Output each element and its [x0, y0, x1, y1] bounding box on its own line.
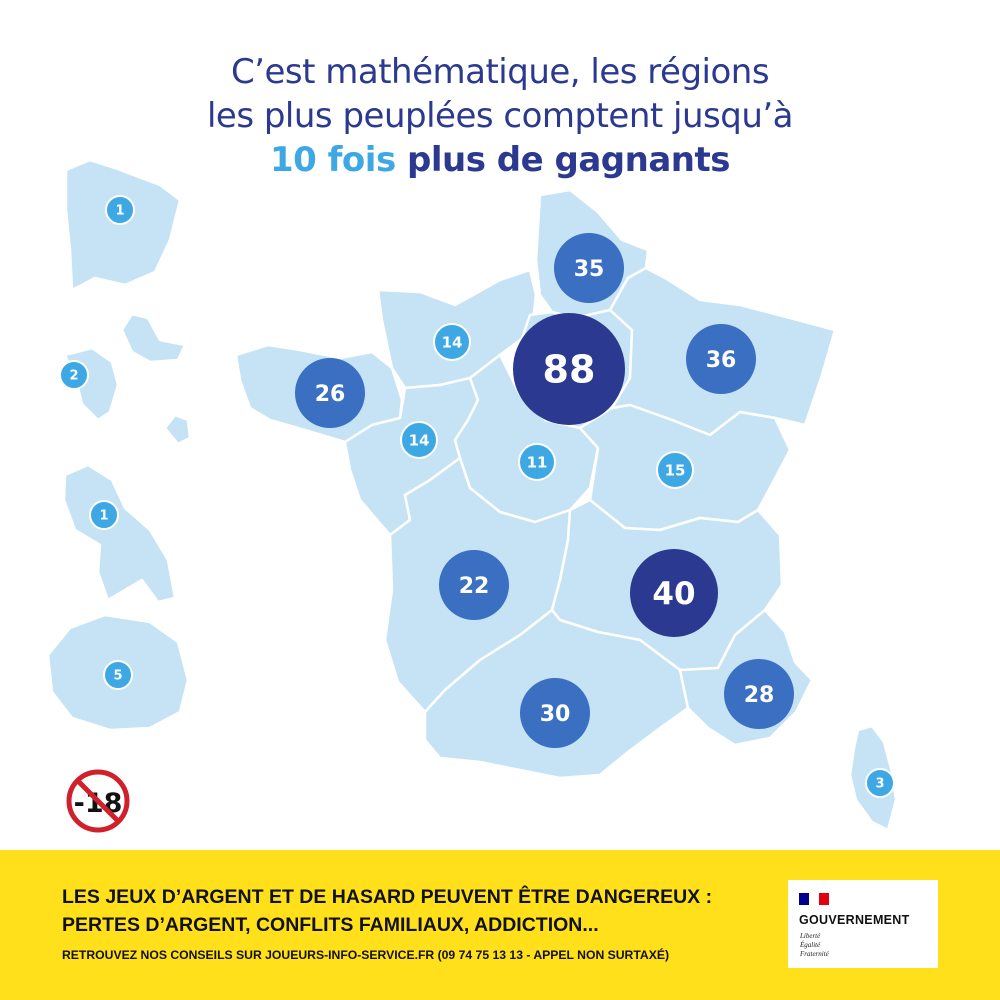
winner-bubble-circle	[724, 659, 794, 729]
government-name: GOUVERNEMENT	[799, 913, 910, 927]
winner-count: 15	[665, 461, 686, 479]
winner-count: 30	[540, 702, 571, 727]
winner-bubble: 40	[630, 549, 718, 637]
winner-bubble: 88	[513, 313, 625, 425]
headline-accent: 10 fois	[269, 140, 396, 180]
winner-bubble: 1	[89, 500, 119, 530]
winner-bubble-circle	[433, 323, 471, 361]
warning-line-1: LES JEUX D’ARGENT ET DE HASARD PEUVENT Ê…	[62, 886, 713, 908]
winner-bubble: 3	[865, 768, 895, 798]
winner-bubble: 5	[103, 660, 133, 690]
winner-bubble-circle	[520, 678, 590, 748]
winner-count: 14	[442, 333, 463, 351]
winner-bubble-circle	[59, 360, 89, 390]
winner-bubble-circle	[513, 313, 625, 425]
winner-bubble: 26	[295, 358, 365, 428]
winner-bubble: 35	[554, 233, 624, 303]
under-18-badge: -18	[66, 769, 130, 833]
winner-bubble-circle	[439, 550, 509, 620]
winner-count: 1	[115, 204, 124, 219]
winner-bubble-circle	[400, 421, 438, 459]
winner-count: 88	[543, 348, 596, 392]
winner-bubble-circle	[554, 233, 624, 303]
winner-count: 1	[99, 509, 108, 524]
winner-bubble: 36	[686, 324, 756, 394]
winner-bubble: 11	[518, 443, 556, 481]
winner-bubble: 22	[439, 550, 509, 620]
headline: C’est mathématique, les régions les plus…	[0, 50, 1000, 182]
winner-bubble: 1	[105, 195, 135, 225]
motto-fraternite: Fraternité	[800, 950, 829, 958]
winner-bubble-circle	[105, 195, 135, 225]
winner-count: 35	[574, 257, 605, 282]
region-guadeloupe-east	[120, 312, 187, 364]
french-flag-icon	[799, 893, 829, 905]
winner-count: 14	[409, 431, 430, 449]
advice-text: RETROUVEZ NOS CONSEILS SUR JOUEURS-INFO-…	[62, 948, 670, 962]
winner-count: 11	[527, 453, 548, 471]
warning-line-2: PERTES D’ARGENT, CONFLITS FAMILIAUX, ADD…	[62, 914, 599, 936]
winner-bubble-circle	[103, 660, 133, 690]
winner-count: 26	[315, 382, 346, 407]
winner-bubble-circle	[630, 549, 718, 637]
winner-count: 3	[875, 777, 884, 792]
winner-count: 5	[113, 669, 122, 684]
winner-bubble: 14	[400, 421, 438, 459]
winner-bubble-circle	[518, 443, 556, 481]
winner-count: 2	[69, 369, 78, 384]
region-martinique	[62, 463, 177, 604]
motto-egalite: Égalité	[800, 941, 821, 949]
headline-line-2: les plus peuplées comptent jusqu’à	[206, 96, 794, 136]
winner-count: 28	[744, 683, 775, 708]
winner-bubble: 30	[520, 678, 590, 748]
winner-bubble: 15	[656, 451, 694, 489]
region-guyane	[64, 158, 182, 292]
region-guadeloupe-islet	[163, 413, 192, 446]
headline-rest: plus de gagnants	[395, 140, 730, 180]
warning-text: LES JEUX D’ARGENT ET DE HASARD PEUVENT Ê…	[62, 883, 762, 939]
winner-bubble: 28	[724, 659, 794, 729]
winner-bubble: 2	[59, 360, 89, 390]
government-logo: GOUVERNEMENT Liberté Égalité Fraternité	[788, 880, 938, 968]
headline-line-3: 10 fois plus de gagnants	[0, 138, 1000, 182]
winner-bubble-circle	[89, 500, 119, 530]
winner-bubble: 14	[433, 323, 471, 361]
winner-bubble-circle	[295, 358, 365, 428]
winner-bubble-circle	[686, 324, 756, 394]
winner-count: 22	[459, 574, 490, 599]
winner-count: 36	[706, 348, 737, 373]
winner-count: 40	[652, 576, 695, 612]
winner-bubble-circle	[656, 451, 694, 489]
winner-bubble-circle	[865, 768, 895, 798]
motto-liberte: Liberté	[800, 932, 821, 940]
headline-line-1: C’est mathématique, les régions	[230, 52, 770, 92]
